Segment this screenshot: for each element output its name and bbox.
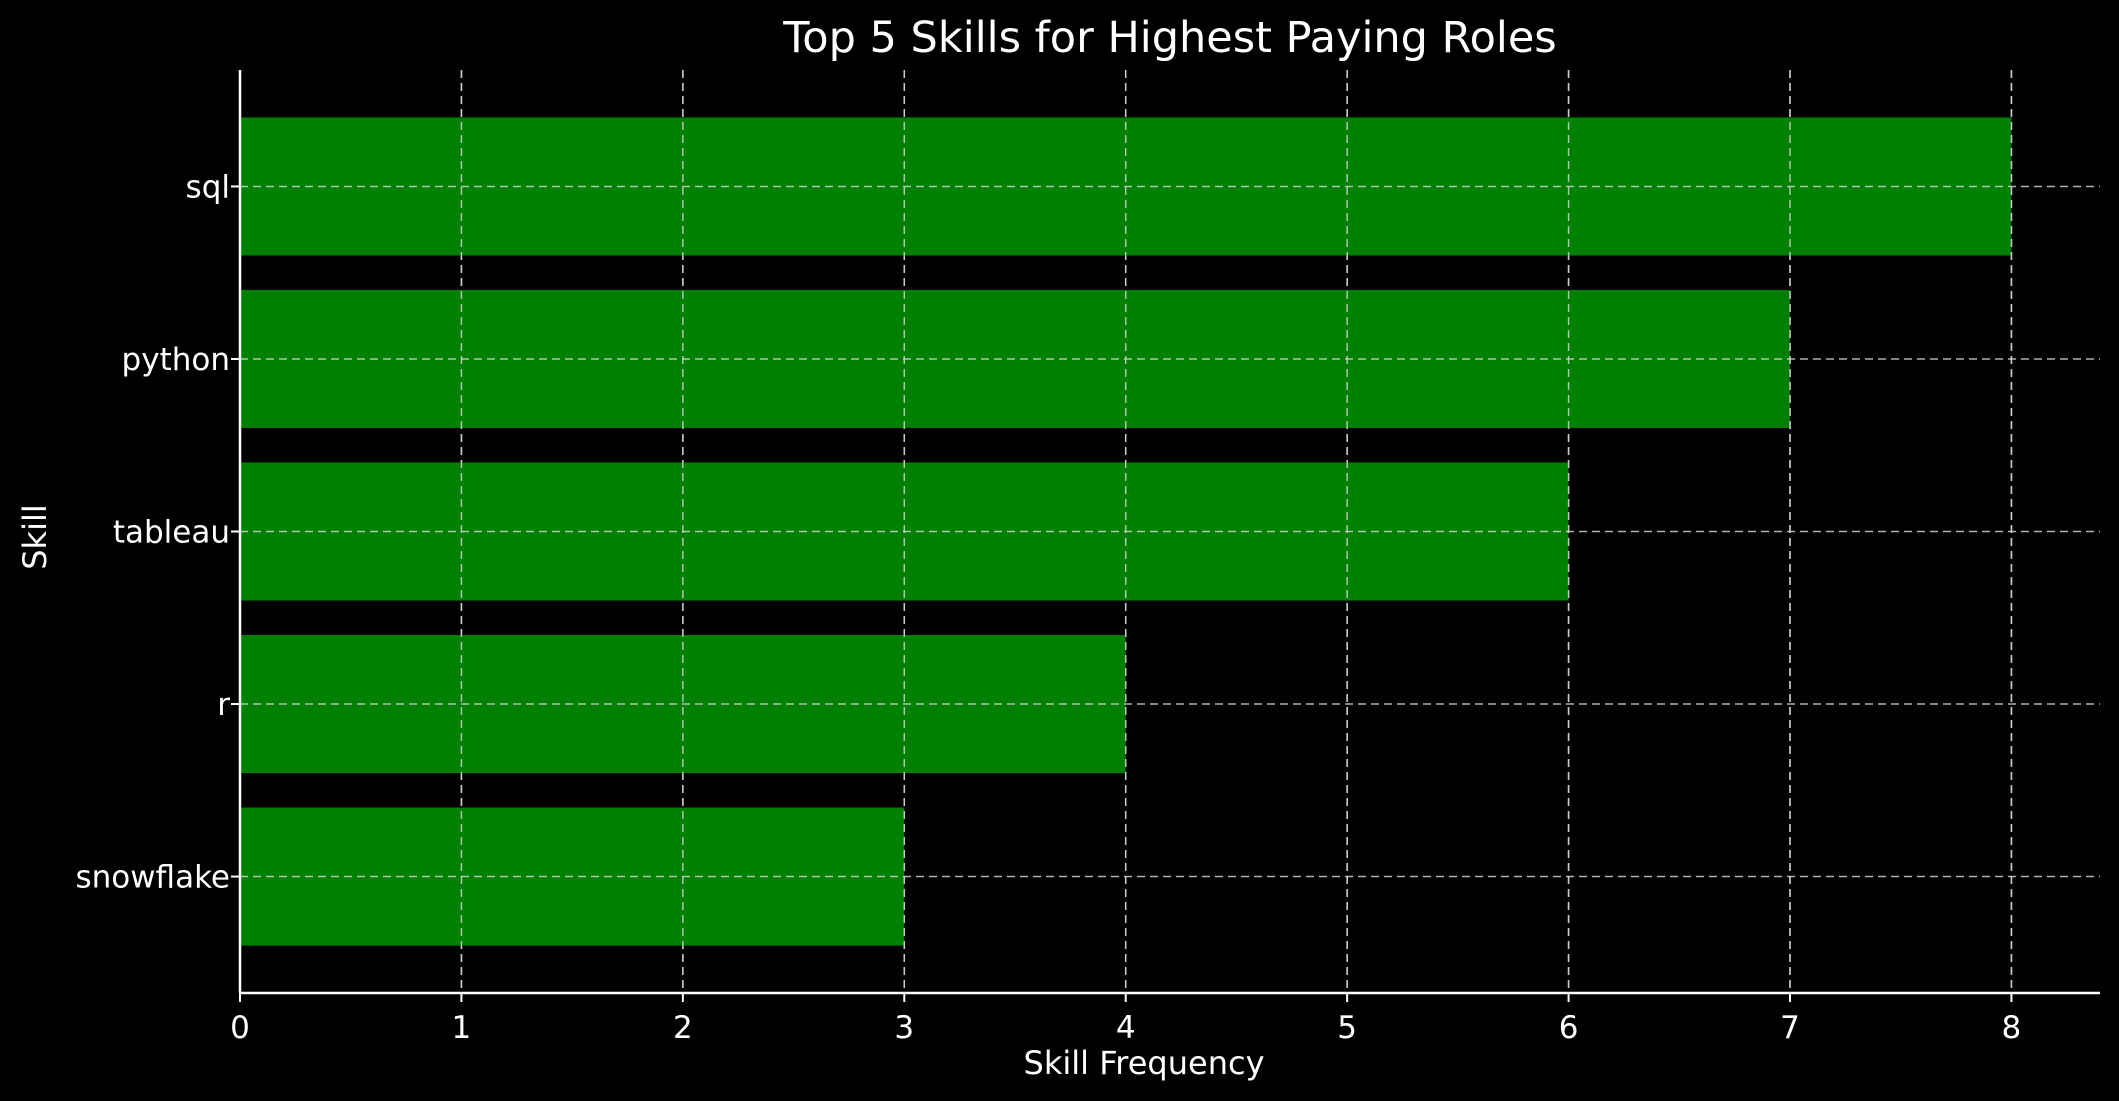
x-tick-label: 1 bbox=[452, 1010, 472, 1046]
x-tick-label: 8 bbox=[2002, 1010, 2022, 1046]
x-tick-label: 5 bbox=[1337, 1010, 1357, 1046]
chart-title: Top 5 Skills for Highest Paying Roles bbox=[782, 13, 1556, 63]
x-tick-label: 4 bbox=[1116, 1010, 1136, 1046]
y-axis-label: Skill bbox=[16, 504, 54, 570]
x-tick-label: 2 bbox=[673, 1010, 693, 1046]
x-tick-label: 7 bbox=[1780, 1010, 1800, 1046]
y-tick-label-tableau: tableau bbox=[113, 515, 230, 551]
x-tick-label: 3 bbox=[894, 1010, 914, 1046]
bars-layer bbox=[240, 70, 2100, 993]
x-tick-label: 6 bbox=[1559, 1010, 1579, 1046]
y-tick-label-r: r bbox=[217, 687, 230, 723]
y-tick-label-sql: sql bbox=[186, 169, 230, 205]
y-tick-label-snowflake: snowflake bbox=[75, 860, 230, 896]
x-axis-label: Skill Frequency bbox=[1024, 1044, 1265, 1082]
y-tick-label-python: python bbox=[122, 342, 230, 378]
axes-layer: 0 1 2 3 4 5 6 7 8 sql python tableau r snowflake bbox=[75, 70, 2100, 1046]
x-tick-label: 0 bbox=[230, 1010, 250, 1046]
